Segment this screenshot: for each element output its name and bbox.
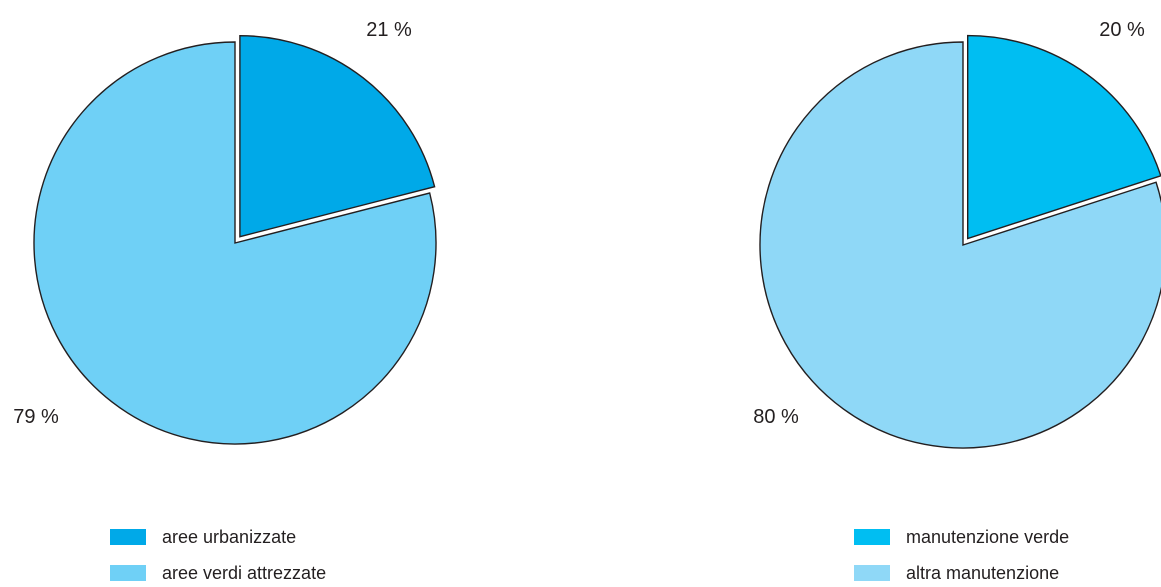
legend-item-altra-manutenzione: altra manutenzione <box>854 562 1069 584</box>
slice-label-manutenzione-verde: 20 % <box>1099 19 1145 41</box>
legend-chart-1: aree urbanizzate aree verdi attrezzate <box>110 526 326 584</box>
legend-item-aree-urbanizzate: aree urbanizzate <box>110 526 326 548</box>
legend-label: manutenzione verde <box>906 526 1070 547</box>
legend-item-aree-verdi-attrezzate: aree verdi attrezzate <box>110 562 326 584</box>
pie-slice-manutenzione-verde <box>967 34 1161 240</box>
legend-item-manutenzione-verde: manutenzione verde <box>854 526 1069 548</box>
pie-chart-1 <box>33 34 437 445</box>
legend-swatch <box>110 529 146 545</box>
slice-label-altra-manutenzione: 80 % <box>753 406 799 428</box>
legend-label: aree urbanizzate <box>162 526 297 547</box>
legend-swatch <box>854 565 890 581</box>
legend-swatch <box>854 529 890 545</box>
legend-swatch <box>110 565 146 581</box>
pie-slice-aree-urbanizzate <box>239 34 436 238</box>
legend-label: aree verdi attrezzate <box>162 562 327 583</box>
legend-chart-2: manutenzione verde altra manutenzione <box>854 526 1069 584</box>
pie-slice-aree-verdi-attrezzate <box>33 41 437 445</box>
slice-label-aree-verdi-attrezzate: 79 % <box>13 406 59 428</box>
legend-label: altra manutenzione <box>906 562 1060 583</box>
slice-label-aree-urbanizzate: 21 % <box>366 19 412 41</box>
pie-slice-altra-manutenzione <box>759 41 1161 449</box>
pie-chart-2 <box>759 34 1161 449</box>
